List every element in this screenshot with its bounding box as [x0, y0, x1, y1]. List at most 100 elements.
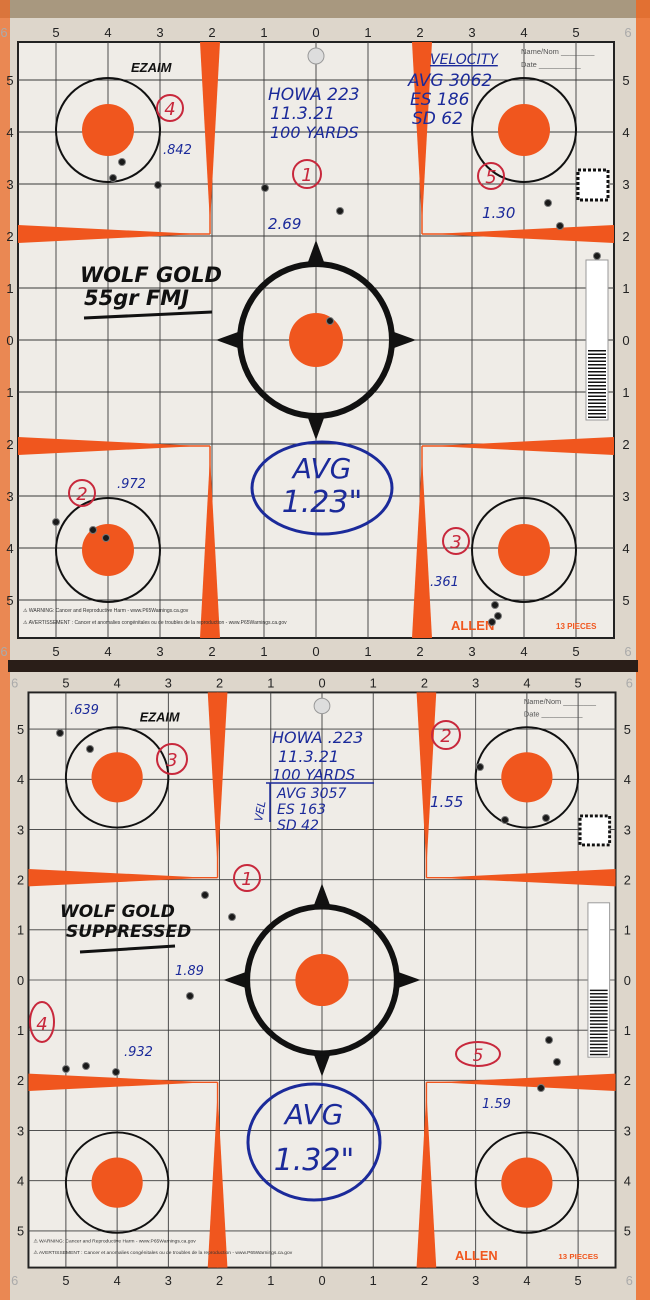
column-label: 3: [165, 1274, 172, 1288]
velocity-avg: AVG 3057: [276, 786, 346, 802]
row-label: 0: [17, 974, 24, 988]
qr-code: [578, 814, 612, 847]
row-label: 2: [624, 1074, 631, 1088]
group-number: 4: [164, 99, 175, 120]
velocity-sd: SD 62: [412, 109, 463, 129]
pieces-label: 13 PIECES: [556, 622, 597, 631]
row-label: 1: [622, 281, 629, 296]
column-label: 0: [312, 25, 319, 40]
barcode-bar: [588, 399, 606, 401]
barcode-bar: [588, 367, 606, 369]
bullet-hole: [326, 317, 334, 325]
column-label: 3: [156, 644, 163, 659]
bullet-hole: [556, 222, 564, 230]
column-label: 3: [468, 644, 475, 659]
group-3-circle: [442, 527, 470, 555]
corner-bullseye: [82, 524, 134, 576]
column-label: 5: [52, 25, 59, 40]
row-label: 0: [624, 974, 631, 988]
barcode-bar: [588, 413, 606, 415]
barcode-bar: [589, 1013, 608, 1015]
orange-wedge: [200, 456, 220, 638]
hanging-hole: [313, 697, 331, 715]
velocity-es: ES 163: [277, 802, 326, 818]
row-label: 2: [17, 874, 24, 888]
group-size: .972: [117, 477, 146, 492]
barcode-bar: [588, 364, 606, 366]
column-label: 2: [421, 677, 428, 691]
corner-bullseye: [498, 104, 550, 156]
orange-wedge: [28, 869, 208, 887]
row-label: 3: [622, 489, 629, 504]
ammo-underline: [79, 944, 176, 954]
bullet-hole: [488, 618, 496, 626]
row-label: 1: [6, 281, 13, 296]
barcode-bar: [588, 402, 606, 404]
group-5-circle: [455, 1041, 501, 1067]
row-label: 0: [622, 333, 629, 348]
row-label: 5: [622, 73, 629, 88]
barcode-bar: [588, 371, 606, 373]
warning-text: ⚠ WARNING: Cancer and Reproductive Harm …: [33, 1239, 196, 1245]
row-label: 4: [17, 773, 24, 787]
group-4-circle: [156, 94, 184, 122]
group-size: 1.59: [482, 1097, 511, 1112]
center-arrow: [308, 240, 324, 262]
date-note: 11.3.21: [270, 104, 335, 124]
date-label: Date __________: [524, 710, 584, 719]
bullet-hole: [52, 518, 60, 526]
center-arrow: [394, 332, 416, 348]
group-size: 2.69: [268, 215, 301, 233]
orange-wedge: [207, 692, 228, 869]
column-label: 5: [52, 644, 59, 659]
bullet-hole: [201, 891, 209, 899]
column-label: 1: [260, 644, 267, 659]
bottom-notes: HOWA .223 11.3.21 100 YARDS VEL AVG 3057…: [29, 703, 511, 1202]
group-number: 3: [166, 750, 177, 771]
avg-group-value: 1.23": [282, 485, 363, 520]
orange-wedge: [412, 456, 432, 638]
warning-text-fr: ⚠ AVERTISSEMENT : Cancer et anomalies co…: [23, 620, 287, 626]
group-number: 2: [440, 726, 451, 747]
bullet-hole: [102, 534, 110, 542]
orange-wedge: [432, 225, 614, 243]
group-size: 1.89: [175, 964, 204, 979]
column-label: 4: [104, 644, 111, 659]
column-label: 1: [267, 1274, 274, 1288]
corner-ring: [474, 726, 580, 829]
corner-ring: [55, 497, 161, 603]
bullet-hole: [118, 158, 126, 166]
maker-logo: ALLEN: [455, 1249, 498, 1263]
column-label: 4: [114, 1274, 121, 1288]
bullet-hole: [62, 1065, 70, 1073]
row-label: 4: [6, 541, 13, 556]
bullet-hole: [261, 184, 269, 192]
row-label: 3: [17, 823, 24, 837]
center-arrow: [314, 1055, 330, 1077]
bullet-hole: [89, 526, 97, 534]
column-label: 2: [208, 25, 215, 40]
row-label: 2: [624, 874, 631, 888]
group-number: 2: [76, 484, 87, 505]
bullet-hole: [228, 913, 236, 921]
avg-group-label: AVG: [283, 1098, 344, 1131]
barcode-bar: [589, 989, 608, 992]
row-label: 5: [622, 593, 629, 608]
barcode-bar: [588, 416, 606, 418]
row-label: 4: [622, 125, 629, 140]
column-label: 1: [364, 25, 371, 40]
barcode-bar: [589, 1026, 608, 1029]
row-label: 3: [622, 177, 629, 192]
column-label: 0: [312, 644, 319, 659]
barcode-bar: [588, 392, 606, 394]
column-label: 4: [520, 25, 527, 40]
orange-wedge: [436, 869, 616, 887]
barcode-bar: [589, 1033, 608, 1036]
barcode-bar: [588, 381, 606, 383]
column-label: 1: [364, 644, 371, 659]
group-1-circle: [233, 864, 261, 892]
group-number: 5: [485, 167, 496, 188]
row-label: 3: [624, 823, 631, 837]
group-number: 1: [241, 869, 252, 890]
